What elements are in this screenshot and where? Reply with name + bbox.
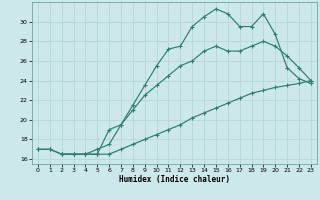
X-axis label: Humidex (Indice chaleur): Humidex (Indice chaleur) [119, 175, 230, 184]
